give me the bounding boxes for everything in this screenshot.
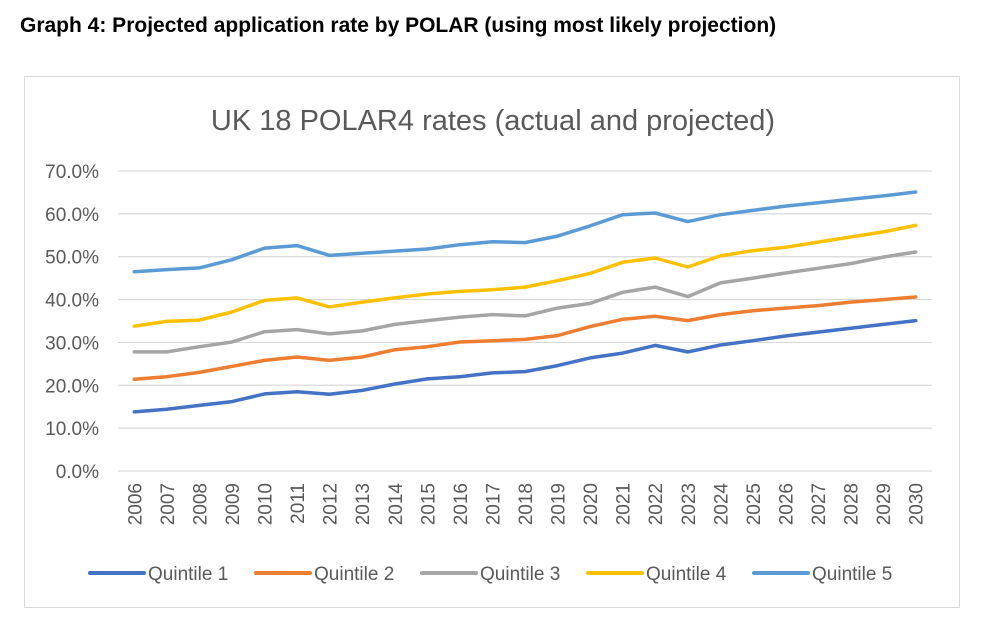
x-tick-label: 2018: [516, 483, 537, 525]
legend-label: Quintile 4: [646, 564, 727, 585]
x-tick-label: 2017: [483, 483, 504, 525]
y-tick-label: 20.0%: [45, 376, 99, 397]
x-tick-label: 2013: [353, 483, 374, 525]
y-tick-label: 0.0%: [56, 462, 99, 483]
series-line-quintile-1: [132, 318, 918, 414]
chart-title: UK 18 POLAR4 rates (actual and projected…: [211, 105, 775, 137]
x-tick-label: 2021: [614, 483, 635, 525]
legend-label: Quintile 1: [148, 564, 228, 585]
x-tick-label: 2010: [256, 483, 277, 525]
x-tick-label: 2024: [711, 483, 732, 526]
x-tick-label: 2022: [646, 483, 667, 525]
y-tick-label: 50.0%: [45, 248, 99, 269]
x-tick-label: 2007: [158, 483, 179, 525]
x-tick-label: 2027: [809, 483, 830, 525]
legend-item-quintile-2: Quintile 2: [254, 564, 394, 585]
series-line-quintile-5: [132, 190, 918, 274]
series-line-quintile-4: [132, 223, 918, 328]
x-tick-label: 2026: [776, 483, 797, 525]
y-tick-label: 40.0%: [45, 291, 99, 312]
x-tick-label: 2012: [321, 483, 342, 525]
y-tick-label: 70.0%: [45, 162, 99, 183]
x-tick-label: 2014: [386, 483, 407, 526]
legend-label: Quintile 5: [812, 564, 892, 585]
x-tick-label: 2019: [549, 483, 570, 525]
series-line-quintile-2: [132, 295, 918, 382]
x-tick-label: 2025: [744, 483, 765, 525]
x-tick-label: 2015: [418, 483, 439, 525]
x-tick-label: 2006: [125, 483, 146, 525]
figure-caption: Graph 4: Projected application rate by P…: [20, 14, 777, 37]
legend-item-quintile-3: Quintile 3: [420, 564, 560, 585]
x-tick-label: 2016: [451, 483, 472, 525]
legend-label: Quintile 3: [480, 564, 560, 585]
x-tick-label: 2030: [907, 483, 928, 525]
y-tick-label: 60.0%: [45, 205, 99, 226]
x-tick-label: 2009: [223, 483, 244, 525]
legend-item-quintile-4: Quintile 4: [586, 564, 727, 585]
x-tick-label: 2008: [190, 483, 211, 525]
x-tick-label: 2029: [874, 483, 895, 525]
legend-item-quintile-1: Quintile 1: [88, 564, 228, 585]
y-tick-label: 10.0%: [45, 419, 99, 440]
x-tick-label: 2028: [842, 483, 863, 525]
x-tick-label: 2011: [288, 483, 309, 524]
y-tick-label: 30.0%: [45, 333, 99, 354]
legend-label: Quintile 2: [314, 564, 394, 585]
series-line-quintile-3: [132, 250, 918, 354]
x-tick-label: 2020: [581, 483, 602, 525]
x-tick-label: 2023: [679, 483, 700, 525]
legend-item-quintile-5: Quintile 5: [752, 564, 892, 585]
